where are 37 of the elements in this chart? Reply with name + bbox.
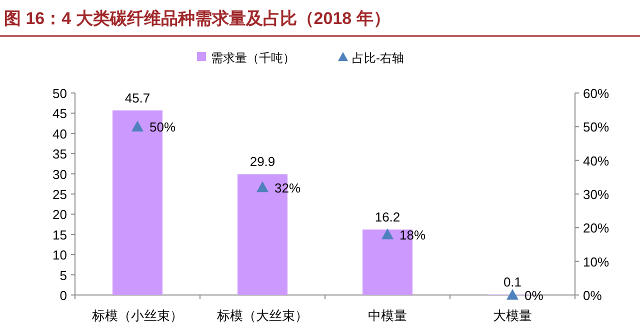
y-tick-label: 25 [52, 187, 67, 202]
data-label: 50% [150, 120, 176, 135]
y-tick-label: 30 [52, 166, 67, 182]
data-label: 0% [524, 288, 544, 303]
y-tick-label: 15 [52, 227, 67, 242]
y2-tick-label: 20% [583, 220, 610, 236]
y-tick-label: 40 [52, 126, 67, 142]
data-label: 18% [400, 227, 426, 242]
point [382, 228, 394, 240]
data-label: 0.1 [503, 274, 522, 290]
x-tick-label: 大模量 [493, 308, 532, 323]
y2-tick-label: 10% [583, 254, 610, 270]
y2-tick-label: 0% [583, 288, 602, 303]
legend-label: 需求量（千吨） [211, 51, 295, 65]
legend-label: 占比-右轴 [352, 51, 404, 65]
point [132, 120, 144, 132]
chart-title: 图 16：4 大类碳纤维品种需求量及占比（2018 年） [4, 9, 390, 28]
y-tick-label: 0 [60, 288, 67, 303]
y-tick-label: 45 [52, 106, 67, 122]
data-label: 45.7 [124, 90, 150, 106]
y2-tick-label: 50% [583, 120, 610, 135]
y2-tick-label: 60% [583, 86, 610, 101]
data-label: 29.9 [250, 154, 276, 170]
x-tick-label: 中模量 [368, 308, 407, 323]
point [506, 289, 518, 300]
data-label: 32% [274, 180, 301, 196]
data-label: 16.2 [374, 210, 400, 225]
x-tick-label: 标模（大丝束） [216, 308, 308, 323]
y2-tick-label: 30% [583, 187, 610, 202]
y-tick-label: 5 [60, 268, 67, 283]
x-tick-label: 标模（小丝束） [91, 308, 183, 323]
y-tick-label: 50 [52, 86, 67, 101]
y-tick-label: 35 [52, 146, 67, 162]
y2-tick-label: 40% [583, 153, 610, 168]
y-tick-label: 10 [52, 248, 67, 263]
y-tick-label: 20 [52, 207, 67, 222]
point [256, 181, 268, 192]
